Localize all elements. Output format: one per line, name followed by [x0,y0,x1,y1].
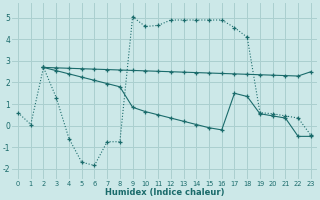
X-axis label: Humidex (Indice chaleur): Humidex (Indice chaleur) [105,188,224,197]
